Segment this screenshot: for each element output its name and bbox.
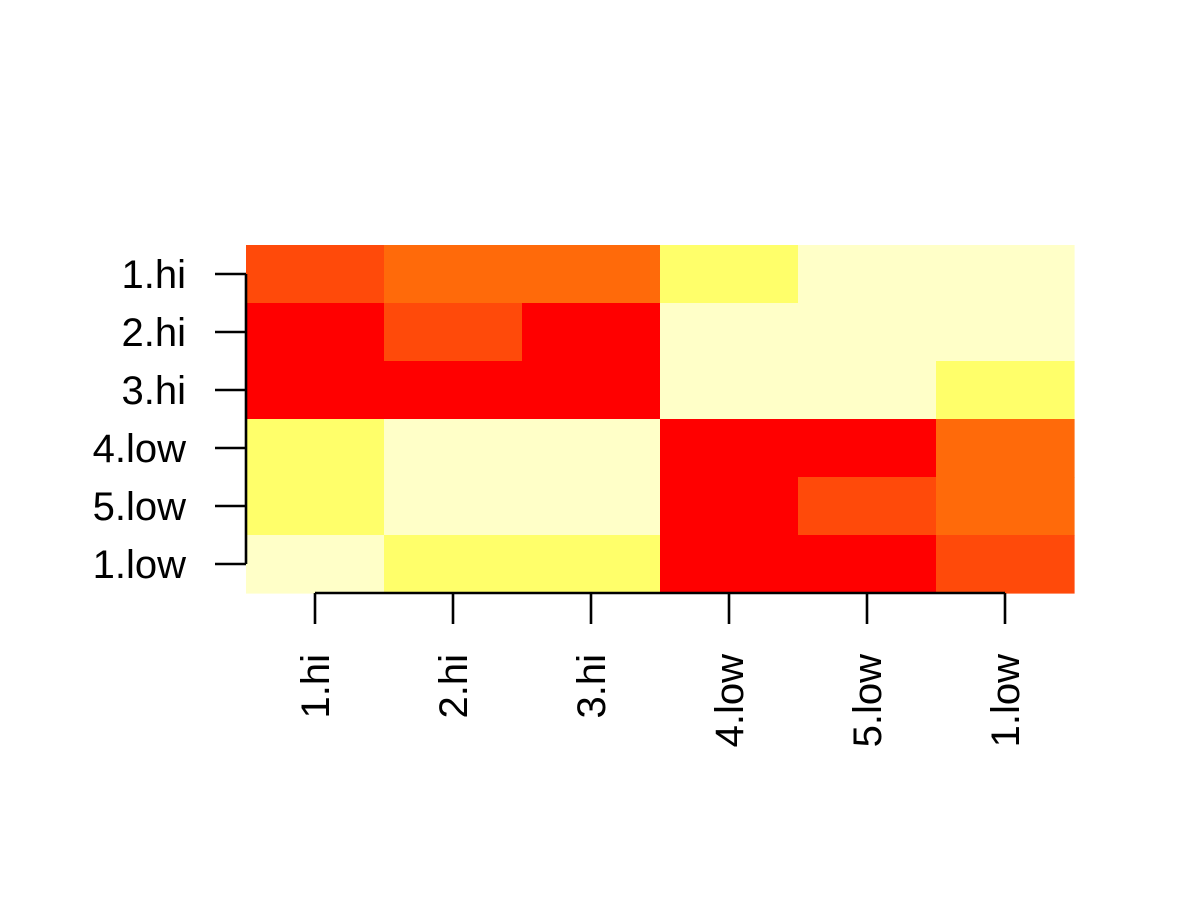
heatmap-cell-r1-c4 xyxy=(660,245,799,304)
x-axis: 1.hi 2.hi 3.hi 4.low 5.low 1.low xyxy=(294,591,1028,747)
heatmap-cell-r4-c6 xyxy=(936,419,1075,478)
heatmap-cell-r4-c5 xyxy=(798,419,937,478)
heatmap-cell-r4-c3 xyxy=(522,419,661,478)
heatmap-cell-r5-c2 xyxy=(384,477,523,536)
heatmap-cell-r3-c2 xyxy=(384,361,523,420)
y-tick-label: 5.low xyxy=(93,485,186,529)
x-tick-label: 3.hi xyxy=(570,654,614,719)
heatmap-cell-r1-c1 xyxy=(246,245,385,304)
x-tick-label: 1.hi xyxy=(294,654,338,719)
y-tick-label: 1.low xyxy=(93,543,186,587)
y-tick-label: 2.hi xyxy=(122,311,187,355)
heatmap-cell-r2-c6 xyxy=(936,303,1075,362)
x-tick-label: 2.hi xyxy=(432,654,476,719)
y-axis: 1.hi 2.hi 3.hi 4.low 5.low 1.low xyxy=(93,253,248,587)
heatmap-cell-r1-c2 xyxy=(384,245,523,304)
heatmap-cell-r6-c2 xyxy=(384,535,523,594)
heatmap-cell-r2-c3 xyxy=(522,303,661,362)
heatmap-cell-r6-c3 xyxy=(522,535,661,594)
heatmap-cell-r6-c5 xyxy=(798,535,937,594)
heatmap-cell-r5-c4 xyxy=(660,477,799,536)
heatmap-cell-r2-c2 xyxy=(384,303,523,362)
x-tick-label: 5.low xyxy=(846,654,890,747)
y-tick-label: 3.hi xyxy=(122,369,187,413)
heatmap-cell-r6-c4 xyxy=(660,535,799,594)
heatmap-cell-r5-c5 xyxy=(798,477,937,536)
x-tick-label: 1.low xyxy=(984,654,1028,747)
heatmap-cell-r5-c6 xyxy=(936,477,1075,536)
heatmap-cell-r3-c3 xyxy=(522,361,661,420)
heatmap-cell-r6-c6 xyxy=(936,535,1075,594)
heatmap-cell-r4-c4 xyxy=(660,419,799,478)
heatmap-cell-r2-c1 xyxy=(246,303,385,362)
heatmap-cell-r3-c5 xyxy=(798,361,937,420)
heatmap-cells xyxy=(246,245,1075,594)
heatmap-cell-r2-c5 xyxy=(798,303,937,362)
heatmap-cell-r5-c3 xyxy=(522,477,661,536)
y-tick-label: 1.hi xyxy=(122,253,187,297)
heatmap-cell-r1-c3 xyxy=(522,245,661,304)
heatmap-cell-r3-c1 xyxy=(246,361,385,420)
heatmap-cell-r1-c5 xyxy=(798,245,937,304)
heatmap-cell-r2-c4 xyxy=(660,303,799,362)
y-tick-label: 4.low xyxy=(93,427,186,471)
heatmap-cell-r6-c1 xyxy=(246,535,385,594)
heatmap-cell-r5-c1 xyxy=(246,477,385,536)
x-tick-label: 4.low xyxy=(708,654,752,747)
heatmap-cell-r3-c4 xyxy=(660,361,799,420)
heatmap-cell-r4-c2 xyxy=(384,419,523,478)
heatmap-cell-r3-c6 xyxy=(936,361,1075,420)
heatmap-cell-r4-c1 xyxy=(246,419,385,478)
heatmap-cell-r1-c6 xyxy=(936,245,1075,304)
